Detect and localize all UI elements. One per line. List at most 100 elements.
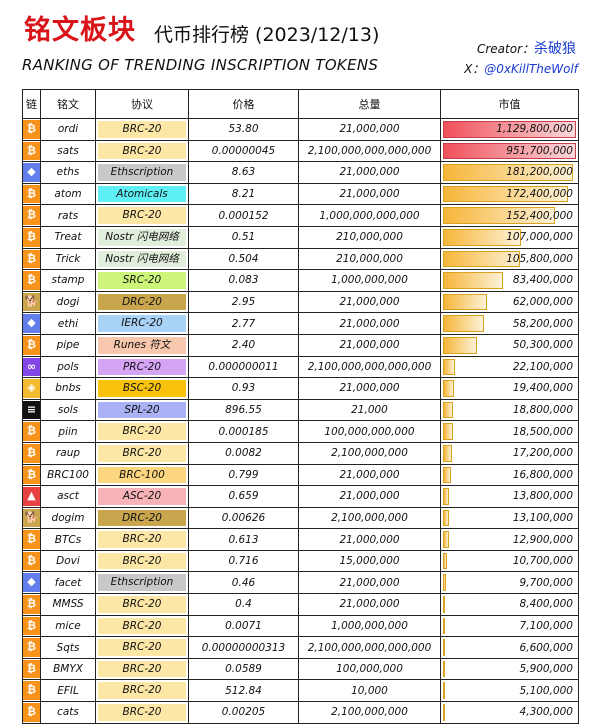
- total-supply: 21,000,000: [298, 333, 441, 357]
- market-cap: 10,700,000: [512, 555, 573, 568]
- protocol-cell: BSC-20: [95, 377, 189, 400]
- price: 53.80: [188, 118, 299, 141]
- table-row: ₿ BTCs BRC-20 0.613 21,000,000 12,900,000: [22, 528, 579, 551]
- btc-chain-icon: ₿: [23, 141, 40, 161]
- total-supply: 10,000: [298, 679, 441, 703]
- market-cap: 7,100,000: [519, 619, 573, 632]
- x-label: X：: [464, 62, 485, 76]
- chain-cell: ₿: [22, 333, 41, 357]
- total-supply: 21,000,000: [298, 312, 441, 335]
- price: 0.0082: [188, 441, 299, 465]
- total-supply: 21,000,000: [298, 118, 441, 141]
- table-row: ≡ sols SPL-20 896.55 21,000 18,800,000: [22, 398, 579, 422]
- market-cap: 152,400,000: [506, 209, 573, 222]
- protocol-cell: Nostr 闪电网络: [95, 225, 189, 249]
- market-cap: 8,400,000: [519, 598, 573, 611]
- token-name: bnbs: [40, 377, 96, 400]
- col-header-supply: 总量: [298, 89, 441, 119]
- market-cap-cell: 8,400,000: [440, 593, 579, 616]
- token-name: raup: [40, 441, 96, 465]
- market-cap-bar: [443, 358, 456, 376]
- market-cap-bar: [443, 293, 487, 311]
- table-row: ∞ pols PRC-20 0.000000011 2,100,000,000,000,…: [22, 355, 579, 379]
- btc-chain-icon: ₿: [23, 681, 40, 701]
- protocol-badge: IERC-20: [98, 315, 186, 332]
- market-cap: 4,300,000: [519, 706, 573, 719]
- sol-chain-icon: ≡: [23, 400, 40, 420]
- market-cap-cell: 107,000,000: [440, 225, 579, 249]
- total-supply: 1,000,000,000,000: [298, 204, 441, 227]
- price: 0.51: [188, 225, 299, 249]
- protocol-cell: BRC-20: [95, 139, 189, 163]
- table-row: ₿ Dovi BRC-20 0.716 15,000,000 10,700,000: [22, 549, 579, 573]
- protocol-badge: Runes 符文: [98, 336, 186, 354]
- market-cap-cell: 18,800,000: [440, 398, 579, 422]
- btc-chain-icon: ₿: [23, 616, 40, 636]
- table-row: ◈ bnbs BSC-20 0.93 21,000,000 19,400,000: [22, 377, 579, 400]
- col-header-chain: 链: [22, 89, 41, 119]
- page-subtitle-en: RANKING OF TRENDING INSCRIPTION TOKENS: [22, 56, 379, 74]
- protocol-cell: DRC-20: [95, 506, 189, 530]
- btc-chain-icon: ₿: [23, 227, 40, 247]
- price: 0.716: [188, 549, 299, 573]
- chain-cell: ₿: [22, 528, 41, 551]
- chain-cell: ◆: [22, 161, 41, 184]
- table-row: ₿ rats BRC-20 0.000152 1,000,000,000,000 152,…: [22, 204, 579, 227]
- market-cap: 12,900,000: [512, 533, 573, 546]
- protocol-badge: BRC-20: [98, 682, 186, 700]
- protocol-badge: BRC-20: [98, 596, 186, 613]
- price: 2.95: [188, 290, 299, 314]
- protocol-cell: BRC-20: [95, 593, 189, 616]
- protocol-cell: BRC-20: [95, 636, 189, 659]
- protocol-badge: ASC-20: [98, 488, 186, 505]
- table-row: ₿ sats BRC-20 0.00000045 2,100,000,000,000,0…: [22, 139, 579, 163]
- token-name: sats: [40, 139, 96, 163]
- total-supply: 210,000,000: [298, 247, 441, 271]
- table-row: ◆ eths Ethscription 8.63 21,000,000 181,200,0…: [22, 161, 579, 184]
- protocol-cell: BRC-20: [95, 441, 189, 465]
- price: 0.00205: [188, 701, 299, 724]
- total-supply: 21,000,000: [298, 593, 441, 616]
- chain-cell: ₿: [22, 614, 41, 638]
- protocol-badge: BRC-20: [98, 444, 186, 462]
- market-cap-cell: 16,800,000: [440, 463, 579, 487]
- token-name: pipe: [40, 333, 96, 357]
- token-name: MMSS: [40, 593, 96, 616]
- x-handle[interactable]: @0xKillTheWolf: [484, 62, 578, 76]
- chain-cell: ₿: [22, 593, 41, 616]
- ranking-table: 链 铭文 协议 价格 总量 市值 ₿ ordi BRC-20 53.80 21,000,…: [22, 89, 579, 724]
- protocol-cell: SRC-20: [95, 269, 189, 292]
- protocol-cell: BRC-20: [95, 614, 189, 638]
- protocol-cell: BRC-20: [95, 657, 189, 681]
- protocol-cell: Runes 符文: [95, 333, 189, 357]
- col-header-name: 铭文: [40, 89, 96, 119]
- protocol-cell: BRC-20: [95, 549, 189, 573]
- price: 0.000000011: [188, 355, 299, 379]
- market-cap-bar: [443, 531, 449, 548]
- market-cap: 62,000,000: [512, 296, 573, 309]
- chain-cell: ₿: [22, 701, 41, 724]
- total-supply: 100,000,000,000: [298, 420, 441, 443]
- market-cap: 107,000,000: [506, 231, 573, 244]
- market-cap: 22,100,000: [512, 360, 573, 373]
- market-cap-cell: 172,400,000: [440, 182, 579, 206]
- market-cap-cell: 17,200,000: [440, 441, 579, 465]
- avax-chain-icon: ▲: [23, 487, 40, 506]
- token-name: cats: [40, 701, 96, 724]
- table-row: ₿ raup BRC-20 0.0082 2,100,000,000 17,200,000: [22, 441, 579, 465]
- col-header-protocol: 协议: [95, 89, 189, 119]
- protocol-badge: Ethscription: [98, 574, 186, 592]
- token-name: eths: [40, 161, 96, 184]
- btc-chain-icon: ₿: [23, 184, 40, 204]
- creator-label: Creator：: [476, 42, 534, 56]
- protocol-badge: SPL-20: [98, 401, 186, 419]
- token-name: Trick: [40, 247, 96, 271]
- market-cap-bar: [443, 142, 576, 160]
- token-name: facet: [40, 571, 96, 595]
- market-cap: 5,900,000: [519, 663, 573, 676]
- market-cap: 1,129,800,000: [496, 123, 573, 136]
- table-row: ₿ mice BRC-20 0.0071 1,000,000,000 7,100,000: [22, 614, 579, 638]
- page-title: 铭文板块: [24, 15, 136, 46]
- chain-cell: ≡: [22, 398, 41, 422]
- price: 0.93: [188, 377, 299, 400]
